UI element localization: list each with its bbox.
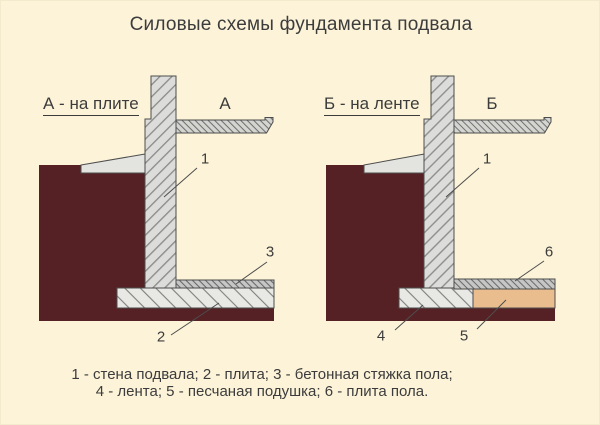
floor-screed-a xyxy=(175,279,275,289)
legend-line-2: 4 - лента; 5 - песчаная подушка; 6 - пли… xyxy=(95,383,429,400)
callout-strip-b: 4 xyxy=(376,327,386,345)
soil-strip-a xyxy=(39,308,274,321)
callout-floor-slab-b: 6 xyxy=(544,243,554,261)
blind-area-wedge-a xyxy=(80,152,152,174)
callout-slab-a: 2 xyxy=(156,328,166,346)
diagram-a-heading: А - на плите xyxy=(43,94,139,116)
callout-wall-a: 1 xyxy=(200,150,210,168)
leader-line-b4 xyxy=(394,304,424,331)
diagram-a-section-letter: А xyxy=(219,94,231,113)
legend: 1 - стена подвала; 2 - плита; 3 - бетонн… xyxy=(1,366,599,400)
diagram-a-drawing xyxy=(39,75,275,336)
basement-wall-a xyxy=(144,75,177,289)
callout-screed-a: 3 xyxy=(265,243,275,261)
blind-area-wedge-b xyxy=(363,152,431,174)
leader-line-a3 xyxy=(235,261,268,285)
page-title: Силовые схемы фундамента подвала xyxy=(129,14,473,35)
callout-sand-b: 5 xyxy=(459,327,469,345)
callout-wall-b: 1 xyxy=(482,150,492,168)
sand-cushion-b xyxy=(472,288,556,309)
soil-strip-b xyxy=(326,308,555,321)
diagram-b-section-letter: Б xyxy=(486,94,498,113)
strip-footing-b xyxy=(398,287,474,309)
diagram-b-heading: Б - на ленте xyxy=(324,94,420,116)
basement-wall-b xyxy=(423,75,455,289)
ceiling-slab-b xyxy=(453,117,552,134)
diagram-b-drawing xyxy=(326,75,556,331)
leader-line-a2 xyxy=(170,302,220,336)
leader-line-b6 xyxy=(514,260,545,282)
legend-line-1: 1 - стена подвала; 2 - плита; 3 - бетонн… xyxy=(71,366,453,383)
leader-line-b5 xyxy=(476,299,507,330)
foundation-slab-a xyxy=(116,287,275,309)
ceiling-slab-a xyxy=(175,117,274,134)
leader-line-a1 xyxy=(163,167,198,198)
leader-line-b1 xyxy=(445,167,480,198)
floor-slab-b xyxy=(453,278,556,290)
